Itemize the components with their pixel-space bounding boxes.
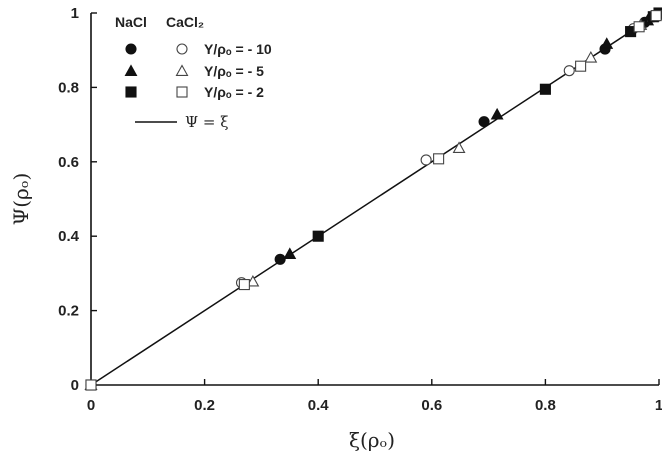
y-tick-label: 0 [71, 377, 79, 394]
legend-marker-nacl-circle [125, 43, 137, 55]
data-point-circle-filled [274, 253, 286, 265]
x-tick-label: 0.8 [535, 397, 556, 414]
data-point-circle-open [420, 154, 432, 166]
x-tick-label: 0 [87, 397, 95, 414]
data-point-square-filled [312, 230, 324, 242]
data-point-triangle-filled [600, 37, 614, 49]
legend-line-label: Ψ = ξ [185, 113, 229, 131]
x-tick-label: 1 [655, 397, 662, 414]
data-point-square-open [575, 60, 587, 72]
x-tick-label: 0.6 [421, 397, 442, 414]
y-tick-label: 0.8 [58, 79, 79, 96]
y-tick-label: 0.6 [58, 154, 79, 171]
data-point-square-open [433, 153, 445, 165]
legend-header-cacl2: CaCl₂ [166, 14, 204, 30]
x-tick-label: 0.2 [194, 397, 215, 414]
legend: NaCl CaCl₂ Y/ρₒ = - 10 Y/ρₒ = - 5 Y/ρₒ =… [115, 14, 272, 131]
legend-entry-1: Y/ρₒ = - 10 [204, 41, 272, 57]
data-point-circle-open [563, 65, 575, 77]
data-point-square-open [85, 379, 97, 391]
x-axis-label: ξ(ρₒ) [349, 428, 395, 452]
data-point-square-open [633, 21, 645, 33]
data-point-square-open [650, 10, 662, 22]
legend-marker-nacl-triangle [124, 64, 138, 76]
data-point-triangle-filled [490, 107, 504, 120]
legend-marker-cacl2-triangle [175, 64, 189, 76]
data-point-triangle-filled [283, 247, 297, 260]
data-point-square-filled [539, 83, 551, 95]
legend-entry-2: Y/ρₒ = - 5 [204, 63, 264, 79]
data-point-triangle-open [584, 51, 598, 63]
legend-entry-3: Y/ρₒ = - 2 [204, 84, 264, 100]
y-tick-label: 1 [71, 5, 79, 22]
data-point-triangle-open [246, 274, 260, 287]
x-tick-label: 0.4 [308, 397, 330, 414]
y-tick-label: 0.2 [58, 303, 79, 320]
data-point-circle-filled [478, 116, 490, 128]
reference-line-psi-equals-xi [90, 12, 660, 386]
y-axis-label: Ψ(ρₒ) [9, 173, 33, 226]
data-point-triangle-open [452, 141, 466, 153]
legend-marker-cacl2-circle [176, 43, 188, 55]
legend-marker-cacl2-square [176, 86, 188, 98]
legend-marker-nacl-square [125, 86, 137, 98]
data-point-square-open [238, 279, 250, 291]
y-tick-label: 0.4 [58, 228, 80, 245]
legend-header-nacl: NaCl [115, 14, 147, 30]
